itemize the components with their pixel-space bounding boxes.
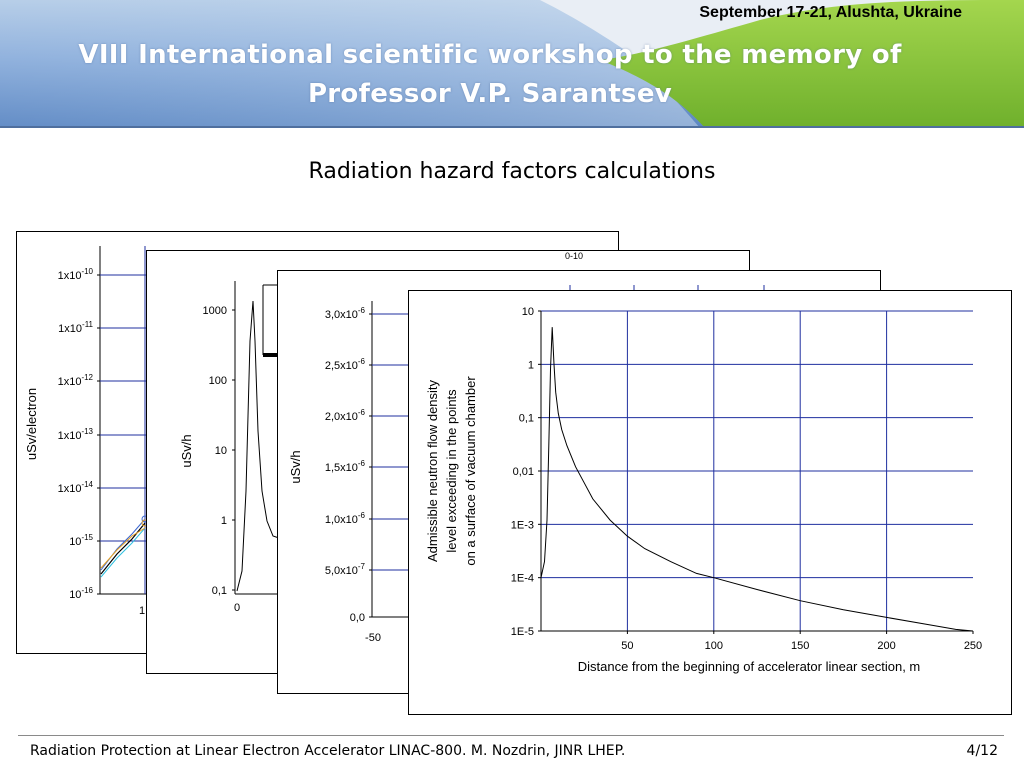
p1-ytick-2: 1x10-12 — [58, 373, 94, 388]
ytick-label-6: 1E-5 — [511, 626, 534, 638]
p2-xtick: 0 — [234, 602, 240, 614]
p1-ytick-6: 10-16 — [69, 586, 93, 601]
series-line-0 — [540, 327, 974, 632]
p2-series-line — [236, 300, 280, 592]
p2-ytick-2: 10 — [215, 445, 227, 457]
ytick-label-3: 0,01 — [513, 466, 534, 478]
banner-background — [0, 0, 1024, 128]
p2-ylabel: uSv/h — [179, 434, 194, 467]
ytick-label-1: 1 — [528, 359, 534, 371]
chart-ylabel-line3: on a surface of vacuum chamber — [463, 376, 478, 566]
p3-ytick-0: 3,0x10-6 — [325, 306, 366, 321]
workshop-title-line2: Professor V.P. Sarantsev — [307, 79, 673, 109]
xtick-label-0: 50 — [621, 640, 633, 652]
p2-ytick-4: 0,1 — [212, 585, 227, 597]
workshop-title-line1: VIII International scientific workshop t… — [78, 40, 902, 70]
ytick-label-0: 10 — [522, 306, 534, 318]
p3-ytick-2: 2,0x10-6 — [325, 408, 366, 423]
p3-ytick-3: 1,5x10-6 — [325, 459, 366, 474]
xtick-label-1: 100 — [705, 640, 723, 652]
p1-ytick-1: 1x10-11 — [58, 320, 93, 335]
p3-ytick-1: 2,5x10-6 — [325, 357, 366, 372]
p2-ytick-3: 1 — [221, 515, 227, 527]
xtick-label-4: 250 — [964, 640, 982, 652]
footer-citation: Radiation Protection at Linear Electron … — [30, 743, 626, 759]
date-place: September 17-21, Alushta, Ukraine — [699, 4, 962, 21]
p1-series-lines — [100, 515, 149, 578]
p2-corner-fragment: 0-10 — [565, 251, 583, 261]
xtick-label-3: 200 — [877, 640, 895, 652]
chart-xlabel: Distance from the beginning of accelerat… — [578, 659, 921, 674]
p3-ytick-4: 1,0x10-6 — [325, 511, 366, 526]
p1-ytick-5: 10-15 — [69, 533, 93, 548]
page-number: 4/12 — [966, 743, 998, 759]
header-banner: September 17-21, Alushta, Ukraine VIII I… — [0, 0, 1024, 128]
p3-ytick-6: 0,0 — [350, 612, 365, 624]
footer-divider — [18, 735, 1004, 736]
p2-ytick-0: 1000 — [203, 305, 227, 317]
p1-ytick-0: 1x10-10 — [58, 267, 94, 282]
p1-ylabel: uSv/electron — [24, 388, 39, 460]
slide-title: Radiation hazard factors calculations — [308, 159, 716, 184]
panel-neutron-flow: Admissible neutron flow density level ex… — [408, 290, 1012, 715]
chart-ylabel-line2: level exceeding in the points — [444, 389, 459, 553]
chart-ylabel-line1: Admissible neutron flow density — [425, 379, 440, 562]
ytick-label-2: 0,1 — [519, 413, 534, 425]
p3-xtick: -50 — [365, 632, 381, 644]
p1-ytick-3: 1x10-13 — [58, 427, 94, 442]
ytick-label-5: 1E-4 — [511, 573, 534, 585]
p1-ytick-4: 1x10-14 — [58, 480, 94, 495]
p3-ytick-5: 5,0x10-7 — [325, 562, 366, 577]
p3-ylabel: uSv/h — [288, 450, 303, 483]
p2-ytick-1: 100 — [209, 375, 227, 387]
ytick-label-4: 1E-3 — [511, 519, 534, 531]
neutron-flow-chart: Admissible neutron flow density level ex… — [425, 306, 982, 674]
xtick-label-2: 150 — [791, 640, 809, 652]
p1-xtick: 1 — [139, 605, 145, 617]
